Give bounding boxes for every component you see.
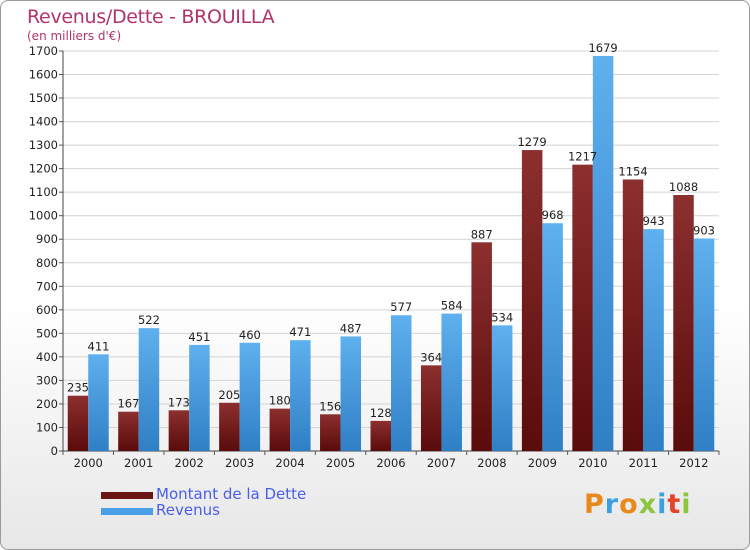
x-tick-label: 2006 — [376, 456, 405, 470]
data-label-revenus: 943 — [643, 214, 665, 228]
data-label-dette: 887 — [471, 227, 493, 241]
bar-dette — [673, 195, 694, 451]
y-tick-label: 1700 — [29, 44, 58, 58]
data-label-dette: 128 — [370, 406, 392, 420]
y-tick-label: 400 — [36, 350, 58, 364]
legend-label-dette: Montant de la Dette — [156, 485, 307, 503]
y-tick-label: 1500 — [29, 91, 58, 105]
data-label-revenus: 451 — [188, 330, 210, 344]
data-label-dette: 180 — [269, 394, 291, 408]
data-label-revenus: 471 — [289, 325, 311, 339]
bar-revenus — [340, 336, 362, 451]
y-tick-label: 100 — [36, 420, 58, 434]
x-tick-label: 2003 — [225, 456, 254, 470]
bar-dette — [269, 408, 291, 451]
bar-revenus — [693, 238, 715, 451]
x-tick-label: 2008 — [477, 456, 506, 470]
y-tick-label: 1600 — [29, 68, 58, 82]
data-label-revenus: 487 — [340, 321, 362, 335]
data-label-dette: 364 — [420, 350, 442, 364]
data-label-revenus: 584 — [441, 299, 463, 313]
bar-revenus — [441, 313, 462, 451]
x-tick-label: 2001 — [124, 456, 153, 470]
data-label-revenus: 534 — [491, 310, 513, 324]
bar-revenus — [88, 354, 109, 451]
bar-revenus — [239, 342, 261, 451]
data-label-dette: 1279 — [517, 135, 546, 149]
y-tick-label: 700 — [36, 279, 58, 293]
x-tick-label: 2005 — [326, 456, 355, 470]
data-label-dette: 167 — [117, 397, 139, 411]
legend-swatch-revenus — [101, 508, 153, 515]
bar-dette — [572, 164, 593, 451]
data-label-revenus: 522 — [138, 313, 160, 327]
y-tick-label: 1000 — [29, 209, 58, 223]
bar-revenus — [491, 325, 513, 451]
proxiti-logo: Proxiti — [584, 489, 692, 520]
bar-revenus — [542, 223, 563, 451]
chart-title: Revenus/Dette - BROUILLA — [27, 6, 275, 28]
y-tick-label: 600 — [36, 303, 58, 317]
bar-dette — [67, 395, 89, 451]
x-tick-label: 2011 — [629, 456, 658, 470]
bar-revenus — [391, 315, 412, 451]
data-label-dette: 235 — [67, 381, 89, 395]
data-label-dette: 1088 — [669, 180, 698, 194]
legend-label-revenus: Revenus — [156, 501, 220, 519]
data-label-dette: 173 — [168, 395, 190, 409]
y-tick-label: 900 — [36, 232, 58, 246]
bar-dette — [320, 414, 341, 451]
y-tick-label: 800 — [36, 256, 58, 270]
bar-dette — [622, 179, 644, 451]
x-tick-label: 2010 — [578, 456, 607, 470]
bar-dette — [370, 420, 391, 451]
data-label-revenus: 411 — [88, 339, 110, 353]
bar-revenus — [290, 340, 311, 451]
y-tick-label: 1200 — [29, 162, 58, 176]
data-label-revenus: 903 — [693, 224, 715, 238]
bar-dette — [118, 411, 139, 451]
bar-dette — [219, 402, 240, 451]
x-tick-label: 2007 — [427, 456, 456, 470]
legend-swatch-dette — [101, 492, 153, 499]
data-label-revenus: 460 — [239, 328, 261, 342]
bar-dette — [471, 242, 492, 451]
y-tick-label: 0 — [51, 444, 58, 458]
x-tick-label: 2012 — [679, 456, 708, 470]
x-tick-label: 2004 — [275, 456, 304, 470]
data-label-revenus: 968 — [542, 208, 564, 222]
y-tick-label: 200 — [36, 397, 58, 411]
x-tick-label: 2002 — [175, 456, 204, 470]
y-tick-label: 1300 — [29, 138, 58, 152]
bar-revenus — [643, 229, 664, 451]
data-label-revenus: 1679 — [588, 41, 617, 55]
bar-revenus — [189, 344, 210, 451]
bar-dette — [420, 365, 442, 451]
chart-subtitle: (en milliers d'€) — [27, 29, 122, 43]
bar-revenus — [592, 55, 614, 452]
data-label-dette: 205 — [218, 388, 240, 402]
data-label-dette: 1217 — [568, 150, 597, 164]
y-tick-label: 500 — [36, 326, 58, 340]
x-tick-label: 2009 — [528, 456, 557, 470]
bar-dette — [168, 410, 190, 451]
data-label-dette: 156 — [319, 399, 341, 413]
bar-dette — [521, 150, 543, 451]
y-tick-label: 1400 — [29, 115, 58, 129]
y-tick-label: 1100 — [29, 185, 58, 199]
bar-revenus — [138, 328, 160, 451]
data-label-dette: 1154 — [618, 164, 647, 178]
data-label-revenus: 577 — [390, 300, 412, 314]
x-tick-label: 2000 — [74, 456, 103, 470]
y-tick-label: 300 — [36, 373, 58, 387]
